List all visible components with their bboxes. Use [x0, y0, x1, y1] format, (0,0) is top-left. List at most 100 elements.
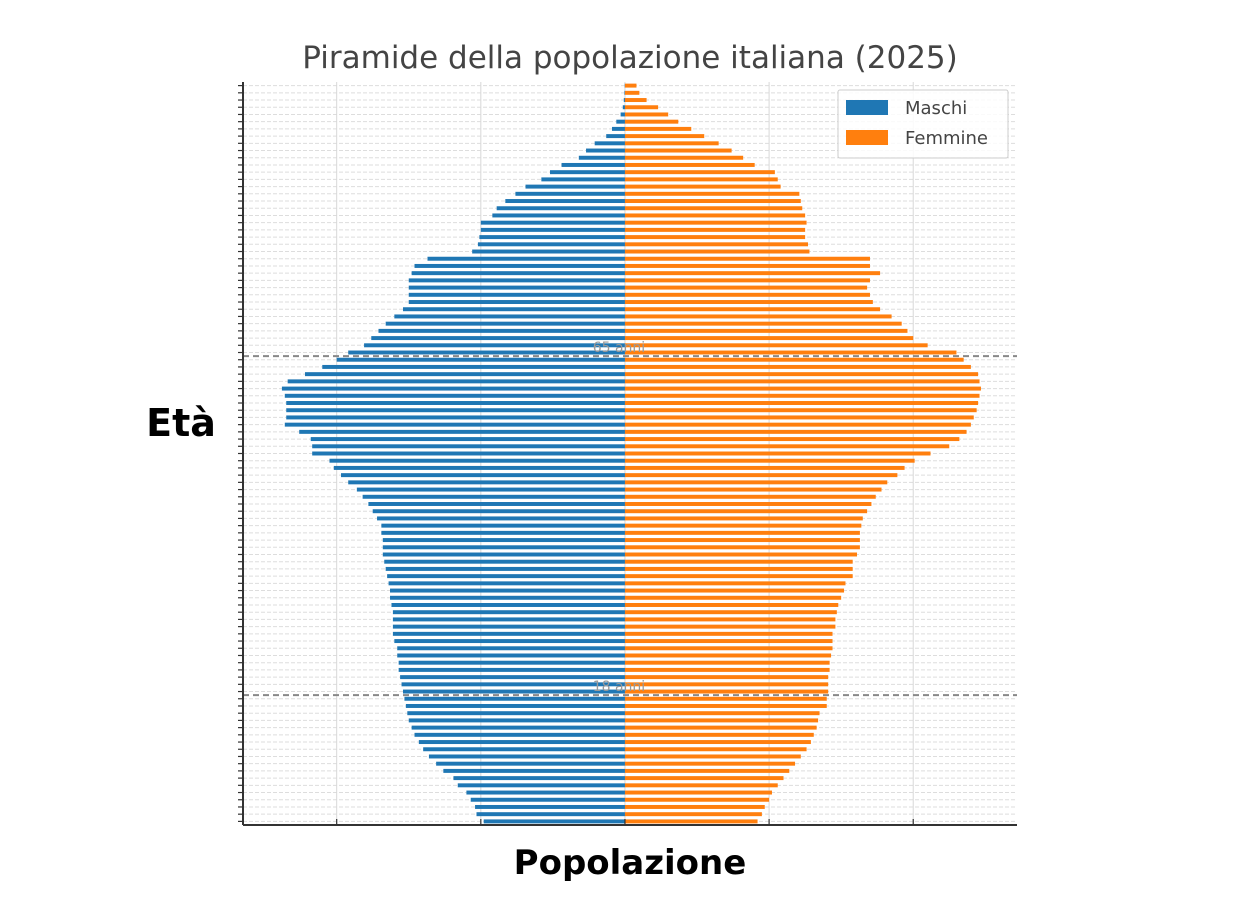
bar-femmine [624, 682, 829, 687]
bar-maschi [550, 170, 625, 175]
legend: Maschi Femmine [837, 89, 1009, 159]
bar-femmine [624, 350, 957, 355]
bar-maschi [382, 538, 625, 543]
bar-femmine [624, 263, 870, 268]
legend-swatch-femmine [846, 130, 888, 145]
bar-maschi [453, 776, 625, 781]
bar-femmine [624, 155, 744, 160]
bar-femmine [624, 595, 842, 600]
bar-maschi [286, 415, 625, 420]
bar-femmine [624, 98, 647, 103]
bar-femmine [624, 675, 829, 680]
bar-femmine [624, 285, 868, 290]
bar-femmine [624, 372, 979, 377]
bar-femmine [624, 538, 860, 543]
bar-maschi [286, 401, 625, 405]
bar-maschi [457, 783, 625, 788]
bar-femmine [624, 271, 881, 276]
bar-femmine [624, 220, 807, 225]
bar-maschi [284, 422, 625, 427]
bar-femmine [624, 667, 830, 672]
bar-femmine [624, 328, 908, 333]
bar-femmine [624, 754, 801, 759]
female-bars-group [624, 83, 981, 824]
bar-femmine [624, 689, 829, 694]
bar-maschi [356, 487, 625, 492]
bar-femmine [624, 804, 765, 809]
bar-femmine [624, 610, 837, 615]
bar-maschi [622, 105, 625, 110]
bar-maschi [624, 90, 625, 95]
bar-femmine [624, 112, 669, 117]
bar-femmine [624, 126, 692, 131]
bar-maschi [483, 819, 625, 824]
bar-femmine [624, 444, 950, 449]
bar-maschi [476, 812, 625, 817]
bar-maschi [381, 530, 625, 535]
bar-femmine [624, 90, 640, 95]
bar-maschi [408, 300, 625, 304]
bar-femmine [624, 105, 659, 110]
bar-maschi [397, 646, 625, 651]
bar-maschi [408, 718, 625, 723]
bar-femmine [624, 703, 827, 708]
bar-femmine [624, 473, 898, 478]
bar-femmine [624, 711, 820, 716]
bar-maschi [404, 696, 625, 701]
bar-maschi [286, 408, 625, 413]
bar-femmine [624, 199, 801, 204]
bar-maschi [392, 631, 625, 636]
bar-maschi [394, 639, 625, 644]
bar-maschi [436, 761, 625, 766]
bar-femmine [624, 242, 809, 247]
annotation-layer: 18 anni 65 anni [243, 340, 1017, 697]
bar-maschi [348, 480, 625, 485]
bar-maschi [541, 177, 625, 182]
bar-maschi [407, 711, 625, 716]
bar-maschi [402, 689, 625, 694]
bar-femmine [624, 617, 836, 622]
bar-femmine [624, 559, 853, 564]
bar-femmine [624, 509, 868, 514]
bar-maschi [281, 386, 625, 391]
bar-femmine [624, 148, 732, 153]
bar-maschi [606, 134, 625, 139]
bar-femmine [624, 502, 872, 506]
bar-femmine [624, 336, 914, 341]
bar-maschi [411, 725, 625, 730]
bar-maschi [287, 379, 625, 384]
bar-femmine [624, 624, 836, 629]
bar-femmine [624, 422, 971, 427]
bar-femmine [624, 393, 980, 398]
bar-femmine [624, 249, 810, 254]
bar-femmine [624, 790, 772, 795]
bar-maschi [368, 502, 625, 506]
bar-femmine [624, 797, 770, 802]
bar-femmine [624, 545, 860, 550]
bar-maschi [408, 292, 625, 297]
bar-maschi [382, 545, 625, 550]
bar-maschi [470, 797, 625, 802]
bar-maschi [443, 768, 625, 773]
bar-femmine [624, 581, 846, 586]
bar-maschi [329, 458, 625, 463]
bar-femmine [624, 631, 833, 636]
bar-maschi [384, 559, 625, 564]
bar-femmine [624, 134, 705, 139]
bar-femmine [624, 83, 637, 88]
bar-femmine [624, 177, 778, 182]
y-axis-label: Età [146, 401, 216, 445]
bar-femmine [624, 307, 881, 312]
bar-femmine [624, 639, 833, 644]
threshold-label: 65 anni [593, 340, 645, 356]
bar-maschi [578, 155, 625, 160]
bar-maschi [333, 465, 625, 470]
bar-maschi [398, 660, 625, 665]
bar-femmine [624, 588, 845, 593]
bar-femmine [624, 646, 833, 651]
threshold-label: 18 anni [593, 679, 645, 695]
bar-femmine [624, 162, 755, 167]
bar-femmine [624, 235, 806, 240]
bar-maschi [284, 393, 625, 398]
